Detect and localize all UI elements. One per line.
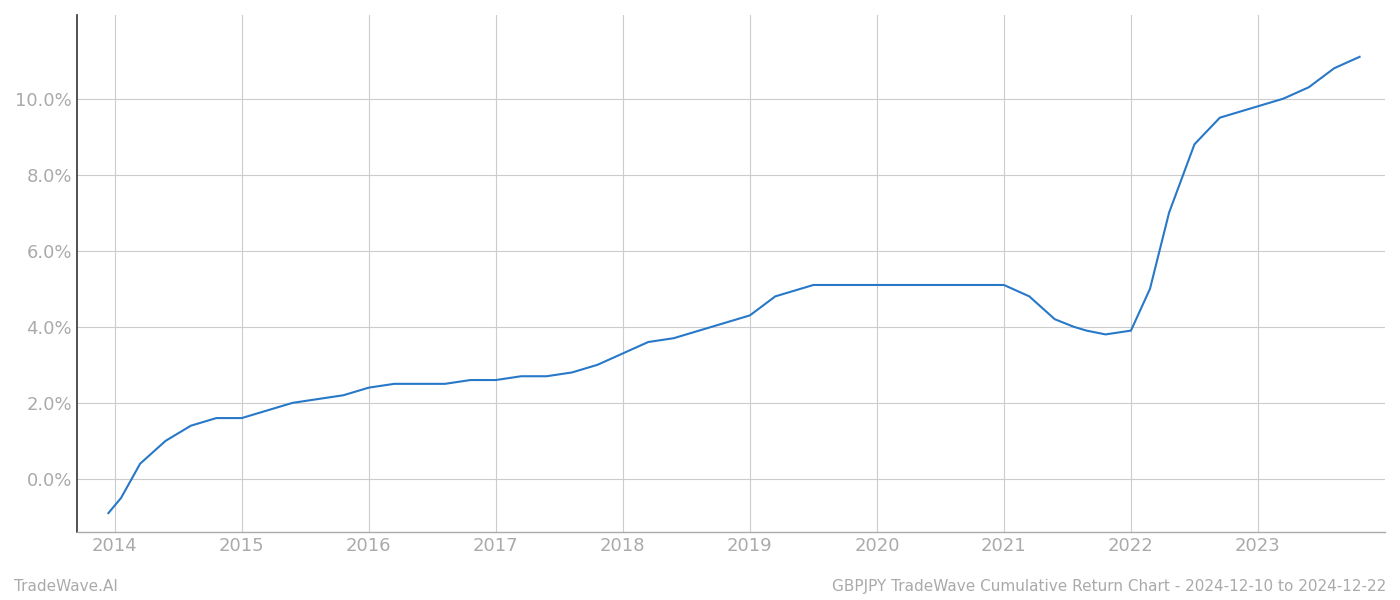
Text: TradeWave.AI: TradeWave.AI — [14, 579, 118, 594]
Text: GBPJPY TradeWave Cumulative Return Chart - 2024-12-10 to 2024-12-22: GBPJPY TradeWave Cumulative Return Chart… — [832, 579, 1386, 594]
